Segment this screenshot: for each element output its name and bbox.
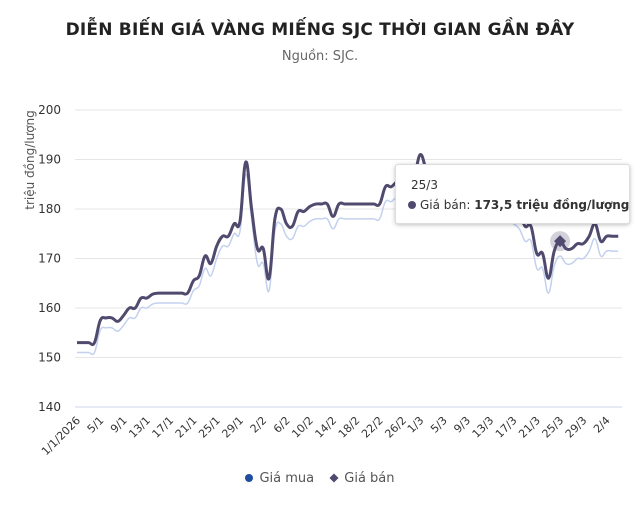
legend-item-buy[interactable]: Giá mua	[245, 471, 314, 486]
legend: Giá mua Giá bán	[0, 471, 640, 486]
x-tick-label: 10/2	[289, 414, 316, 441]
series-line-sell	[77, 153, 619, 347]
x-tick-label: 1/3	[405, 414, 427, 436]
legend-item-sell[interactable]: Giá bán	[329, 471, 395, 486]
x-tick-label: 18/2	[336, 414, 363, 441]
tooltip-label: Giá bán:	[420, 198, 475, 212]
x-tick-label: 14/2	[313, 414, 340, 441]
legend-label: Giá mua	[259, 471, 315, 486]
y-tick-label: 160	[38, 301, 61, 315]
series-dot-icon	[408, 201, 416, 209]
legend-label: Giá bán	[344, 471, 395, 486]
y-tick-label: 170	[38, 252, 61, 266]
x-tick-label: 21/1	[173, 414, 200, 441]
y-axis-label: triệu đồng/lượng	[23, 110, 37, 210]
y-tick-label: 190	[38, 153, 61, 167]
x-tick-label: 1/1/2026	[39, 414, 83, 458]
x-tick-label: 2/4	[591, 414, 613, 436]
tooltip-value: 173,5 triệu đồng/lượng	[474, 198, 630, 212]
chart-subtitle: Nguồn: SJC.	[281, 49, 359, 64]
x-tick-label: 17/3	[493, 414, 520, 441]
series-line-buy	[76, 168, 619, 356]
hover-point-marker	[554, 235, 567, 248]
x-tick-label: 2/2	[248, 414, 270, 436]
diamond-icon	[329, 473, 339, 483]
x-tick-label: 13/1	[126, 414, 153, 441]
y-tick-label: 140	[38, 400, 61, 414]
x-tick-label: 21/3	[516, 414, 543, 441]
x-tick-label: 22/2	[359, 414, 386, 441]
tooltip-value-line: Giá bán: 173,5 triệu đồng/lượng	[408, 198, 629, 212]
y-tick-label: 200	[38, 103, 61, 117]
tooltip: 25/3 Giá bán: 173,5 triệu đồng/lượng	[395, 164, 630, 224]
x-tick-label: 17/1	[150, 414, 177, 441]
circle-icon	[245, 474, 254, 482]
x-tick-label: 13/3	[470, 414, 497, 441]
chart-title: DIỄN BIẾN GIÁ VÀNG MIẾNG SJC THỜI GIAN G…	[65, 20, 575, 40]
y-tick-label: 150	[38, 351, 61, 365]
x-tick-label: 25/1	[196, 414, 223, 441]
x-tick-label: 5/3	[428, 414, 450, 436]
x-tick-label: 29/1	[219, 414, 246, 441]
y-tick-label: 180	[38, 202, 61, 216]
tooltip-date: 25/3	[411, 178, 438, 192]
x-tick-label: 25/3	[540, 414, 567, 441]
x-tick-label: 29/3	[563, 414, 590, 441]
x-tick-label: 5/1	[85, 414, 107, 436]
